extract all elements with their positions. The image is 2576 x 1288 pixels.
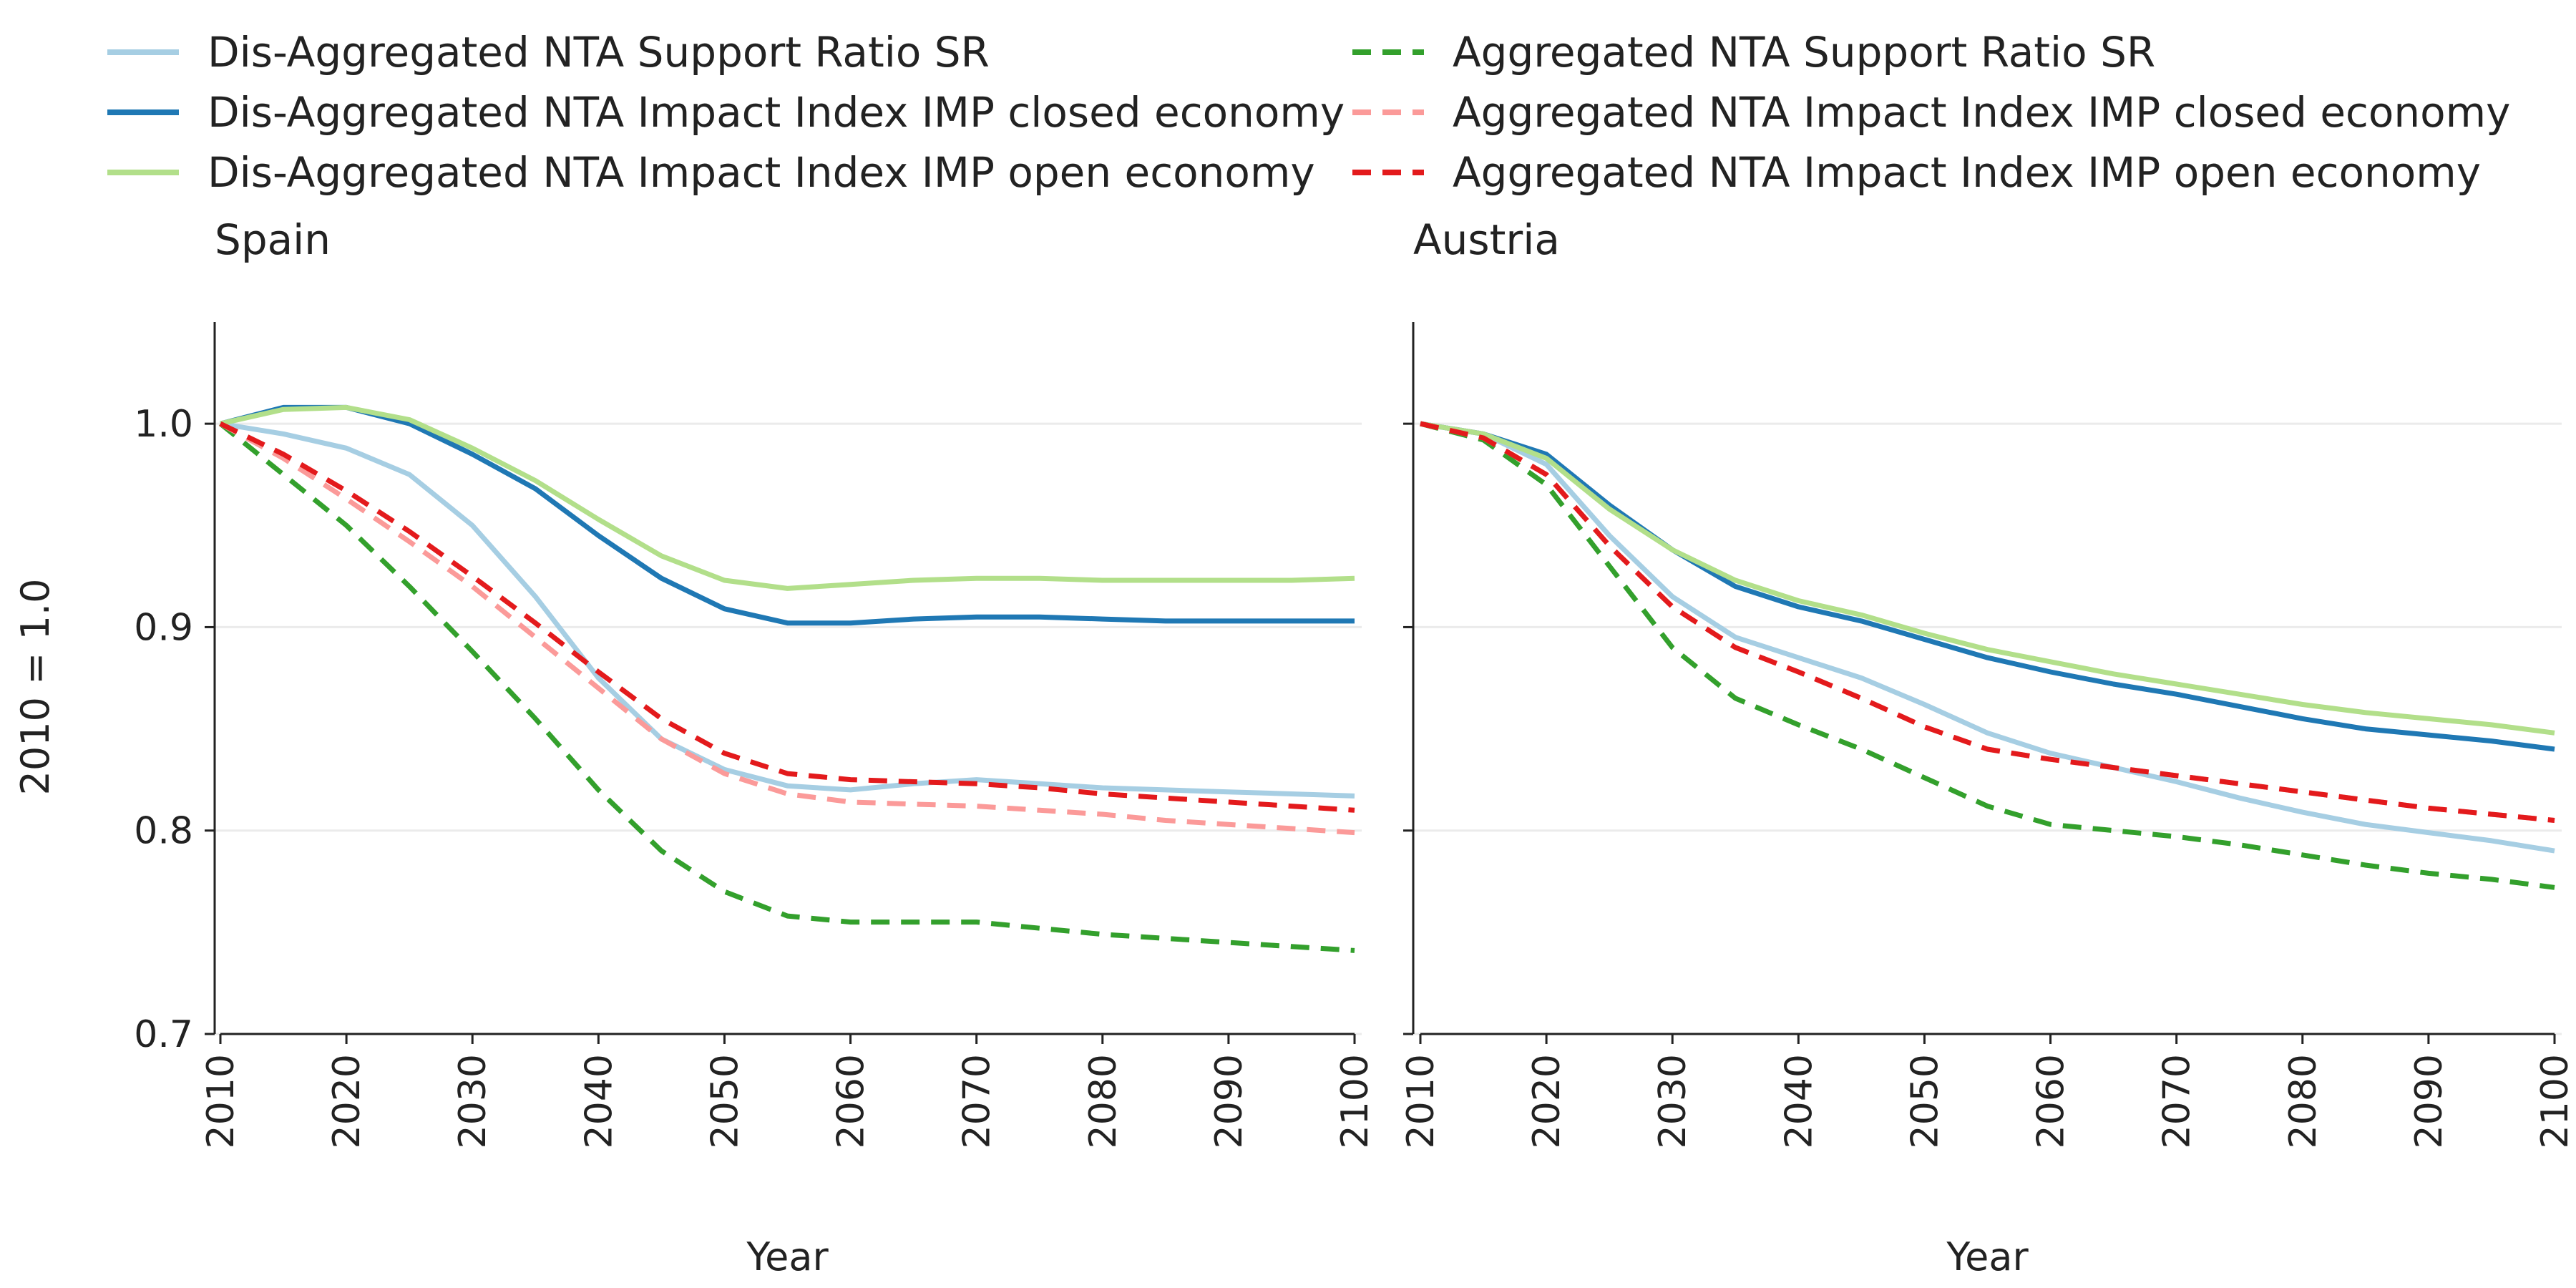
x-tick-label: 2010 xyxy=(200,1054,243,1148)
x-tick-label: 2090 xyxy=(2408,1054,2451,1148)
x-tick-label: 2070 xyxy=(956,1054,999,1148)
x-tick-label: 2060 xyxy=(2030,1054,2073,1148)
x-tick-label: 2030 xyxy=(1652,1054,1694,1148)
panel-austria: Austria 2010 2020 2030 2040 2050 2060 2070 2080 2… xyxy=(1400,215,2576,1279)
x-tick-label: 2090 xyxy=(1208,1054,1251,1148)
panel-title: Austria xyxy=(1413,215,1560,264)
legend-label: Dis-Aggregated NTA Impact Index IMP open… xyxy=(208,148,1315,197)
legend-item-4: Aggregated NTA Support Ratio SR xyxy=(1352,28,2155,77)
legend-item-2: Dis-Aggregated NTA Impact Index IMP clos… xyxy=(107,88,1345,137)
x-tick-label: 2080 xyxy=(1082,1054,1125,1148)
series-line-dis-aggregated-nta-support-ratio-sr xyxy=(1420,421,2555,854)
legend-item-6: Aggregated NTA Impact Index IMP open eco… xyxy=(1352,148,2481,197)
x-tick-label: 2030 xyxy=(452,1054,494,1148)
legend-item-1: Dis-Aggregated NTA Support Ratio SR xyxy=(107,28,990,77)
x-tick-label: 2050 xyxy=(703,1054,746,1148)
series-line-aggregated-nta-impact-index-imp-closed-economy xyxy=(219,421,1355,836)
y-tick-label: 1.0 xyxy=(134,403,193,446)
x-tick-label: 2040 xyxy=(1777,1054,1820,1148)
legend-label: Aggregated NTA Impact Index IMP open eco… xyxy=(1453,148,2481,197)
legend-label: Aggregated NTA Impact Index IMP closed e… xyxy=(1453,88,2511,137)
x-tick-label: 2100 xyxy=(1334,1054,1377,1148)
legend-item-5: Aggregated NTA Impact Index IMP closed e… xyxy=(1352,88,2511,137)
legend: Dis-Aggregated NTA Support Ratio SR Dis-A… xyxy=(107,28,2511,197)
y-tick-label: 0.8 xyxy=(134,810,193,853)
series-line-aggregated-nta-impact-index-imp-open-economy xyxy=(1420,421,2555,823)
series-line-dis-aggregated-nta-impact-index-imp-open-economy xyxy=(220,404,1355,591)
x-axis-title: Year xyxy=(1946,1234,2029,1279)
x-tick-label: 2020 xyxy=(1526,1054,1568,1148)
series-line-aggregated-nta-support-ratio-sr xyxy=(218,421,1355,953)
legend-label: Dis-Aggregated NTA Impact Index IMP clos… xyxy=(208,88,1345,137)
x-tick-label: 2080 xyxy=(2282,1054,2325,1148)
x-tick-label: 2020 xyxy=(326,1054,369,1148)
panel-title: Spain xyxy=(215,215,331,264)
series-line-dis-aggregated-nta-impact-index-imp-open-economy xyxy=(1420,421,2555,736)
y-tick-label: 0.9 xyxy=(134,606,193,649)
series-line-dis-aggregated-nta-impact-index-imp-closed-economy xyxy=(220,404,1355,626)
panels: Spain 0.7 0.8 0.9 1.0 2010 2020 2030 2040 2050 206… xyxy=(134,215,2576,1279)
series-line-aggregated-nta-impact-index-imp-closed-economy xyxy=(1420,421,2555,823)
legend-label: Dis-Aggregated NTA Support Ratio SR xyxy=(208,28,990,77)
x-tick-label: 2010 xyxy=(1400,1054,1443,1148)
x-axis-title: Year xyxy=(746,1234,829,1279)
y-axis-title: 2010 = 1.0 xyxy=(13,579,58,796)
x-tick-label: 2060 xyxy=(830,1054,873,1148)
x-tick-label: 2100 xyxy=(2534,1054,2576,1148)
x-tick-label: 2070 xyxy=(2156,1054,2199,1148)
series-line-aggregated-nta-impact-index-imp-open-economy xyxy=(219,421,1355,813)
y-tick-label: 0.7 xyxy=(134,1013,193,1056)
series-line-aggregated-nta-support-ratio-sr xyxy=(1420,421,2555,890)
x-tick-label: 2040 xyxy=(577,1054,620,1148)
series-line-dis-aggregated-nta-support-ratio-sr xyxy=(220,421,1355,799)
legend-item-3: Dis-Aggregated NTA Impact Index IMP open… xyxy=(107,148,1315,197)
legend-label: Aggregated NTA Support Ratio SR xyxy=(1453,28,2155,77)
series-line-dis-aggregated-nta-impact-index-imp-closed-economy xyxy=(1420,421,2555,752)
x-tick-label: 2050 xyxy=(1903,1054,1946,1148)
panel-spain: Spain 0.7 0.8 0.9 1.0 2010 2020 2030 2040 2050 206… xyxy=(134,215,1377,1279)
